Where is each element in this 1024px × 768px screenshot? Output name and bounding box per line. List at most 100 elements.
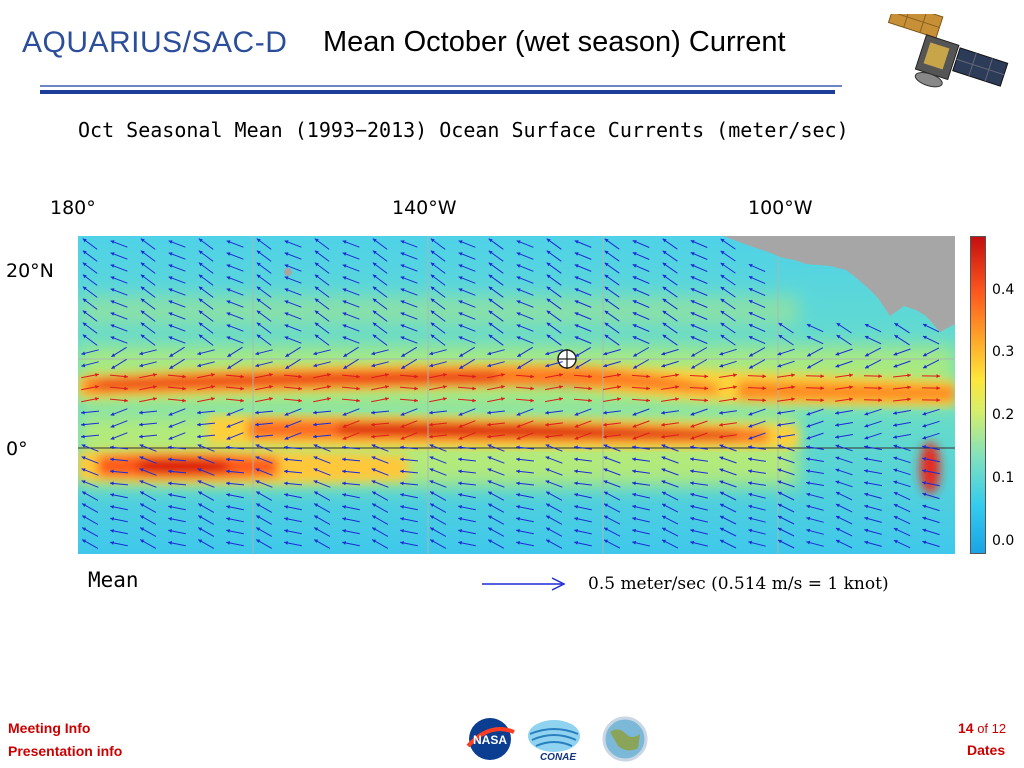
current-vector-head — [806, 504, 811, 509]
current-vector-head — [546, 491, 551, 496]
current-vector-head — [516, 412, 521, 416]
current-vector-head — [110, 457, 114, 462]
current-vector-head — [777, 503, 782, 508]
current-vector-head — [893, 504, 898, 508]
current-vector-head — [633, 365, 638, 369]
current-vector-head — [372, 274, 377, 279]
current-vector-head — [604, 515, 608, 520]
current-vector-head — [516, 312, 521, 316]
current-vector-head — [429, 434, 433, 439]
current-vector-head — [632, 312, 637, 316]
current-vector-head — [748, 528, 753, 533]
lon-label-140w: 140°W — [392, 197, 457, 219]
current-vector-head — [256, 298, 261, 303]
current-vector-head — [140, 491, 145, 495]
current-vector-head — [488, 503, 493, 508]
current-vector-head — [342, 336, 347, 340]
current-vector-head — [284, 424, 289, 428]
dates-label: Dates — [967, 742, 1006, 758]
current-vector-head — [429, 351, 434, 356]
current-vector-head — [342, 240, 347, 244]
current-vector-head — [936, 398, 940, 402]
lon-label-100w: 100°W — [748, 197, 813, 219]
current-vector-head — [372, 515, 377, 519]
colorbar-tick: 0.4 — [992, 282, 1015, 298]
current-vector-head — [662, 310, 667, 315]
lon-label-180: 180° — [50, 197, 96, 219]
current-vector-head — [430, 515, 435, 519]
ocean-current-map — [78, 236, 955, 554]
current-vector-head — [400, 412, 405, 416]
current-vector-head — [197, 480, 202, 484]
current-vector-head — [733, 397, 737, 402]
current-vector-head — [517, 365, 522, 369]
current-vector-head — [748, 276, 753, 280]
current-vector-head — [226, 541, 230, 545]
current-vector-head — [458, 469, 462, 474]
current-vector-head — [82, 539, 87, 543]
current-vector-head — [256, 515, 261, 519]
current-vector-head — [168, 336, 173, 340]
current-vector-head — [255, 456, 260, 460]
current-vector-head — [516, 324, 521, 328]
current-vector-head — [198, 322, 203, 327]
current-vector-head — [893, 528, 898, 532]
current-vector-head — [488, 286, 493, 291]
current-vector-head — [110, 264, 115, 268]
current-vector-head — [429, 410, 433, 415]
current-vector-head — [922, 516, 927, 521]
current-vector-head — [864, 492, 869, 497]
current-vector-head — [284, 312, 289, 316]
current-vector-head — [893, 480, 898, 485]
current-vector-head — [256, 238, 261, 243]
current-vector-head — [835, 468, 840, 473]
current-vector-head — [762, 374, 766, 379]
current-vector-head — [690, 412, 695, 416]
current-vector-head — [342, 481, 346, 486]
current-vector-head — [81, 434, 85, 439]
current-vector-head — [82, 262, 87, 267]
current-vector-head — [748, 445, 752, 450]
current-vector-head — [168, 312, 173, 316]
current-vector-head — [894, 323, 899, 327]
current-vector-head — [574, 300, 579, 304]
current-vector-head — [400, 445, 404, 450]
current-vector-head — [110, 505, 114, 509]
current-vector-head — [227, 365, 232, 369]
current-vector-head — [430, 286, 435, 291]
current-vector-head — [835, 456, 840, 461]
current-vector-head — [806, 540, 811, 545]
current-vector-head — [604, 539, 608, 544]
current-vector-head — [226, 436, 231, 440]
current-vector-head — [400, 252, 405, 256]
current-vector-head — [748, 436, 753, 440]
current-vector-head — [168, 324, 173, 328]
current-vector-head — [574, 493, 578, 497]
current-vector-head — [255, 434, 259, 439]
current-vector-head — [110, 336, 115, 340]
current-vector-head — [314, 334, 319, 339]
current-vector-head — [632, 324, 637, 328]
current-vector-head — [342, 517, 346, 521]
current-vector-head — [256, 322, 261, 327]
colorbar-tick: 0.0 — [992, 533, 1015, 549]
current-vector-head — [574, 252, 579, 256]
current-vector-head — [516, 541, 520, 545]
current-vector-head — [806, 528, 811, 533]
current-vector-head — [574, 336, 579, 340]
current-vector-head — [893, 364, 898, 368]
current-vector-head — [400, 336, 405, 340]
current-vector-head — [82, 322, 87, 327]
current-vector-head — [835, 539, 840, 544]
current-vector-head — [588, 386, 592, 391]
current-vector-head — [516, 424, 521, 428]
current-vector-head — [632, 504, 637, 509]
current-vector-head — [748, 300, 753, 304]
current-vector-head — [284, 412, 289, 416]
current-vector-head — [720, 491, 724, 496]
current-vector-head — [342, 436, 347, 440]
current-vector-head — [226, 264, 231, 268]
current-vector-head — [429, 363, 434, 368]
current-vector-head — [835, 435, 839, 439]
current-vector-head — [574, 324, 579, 328]
